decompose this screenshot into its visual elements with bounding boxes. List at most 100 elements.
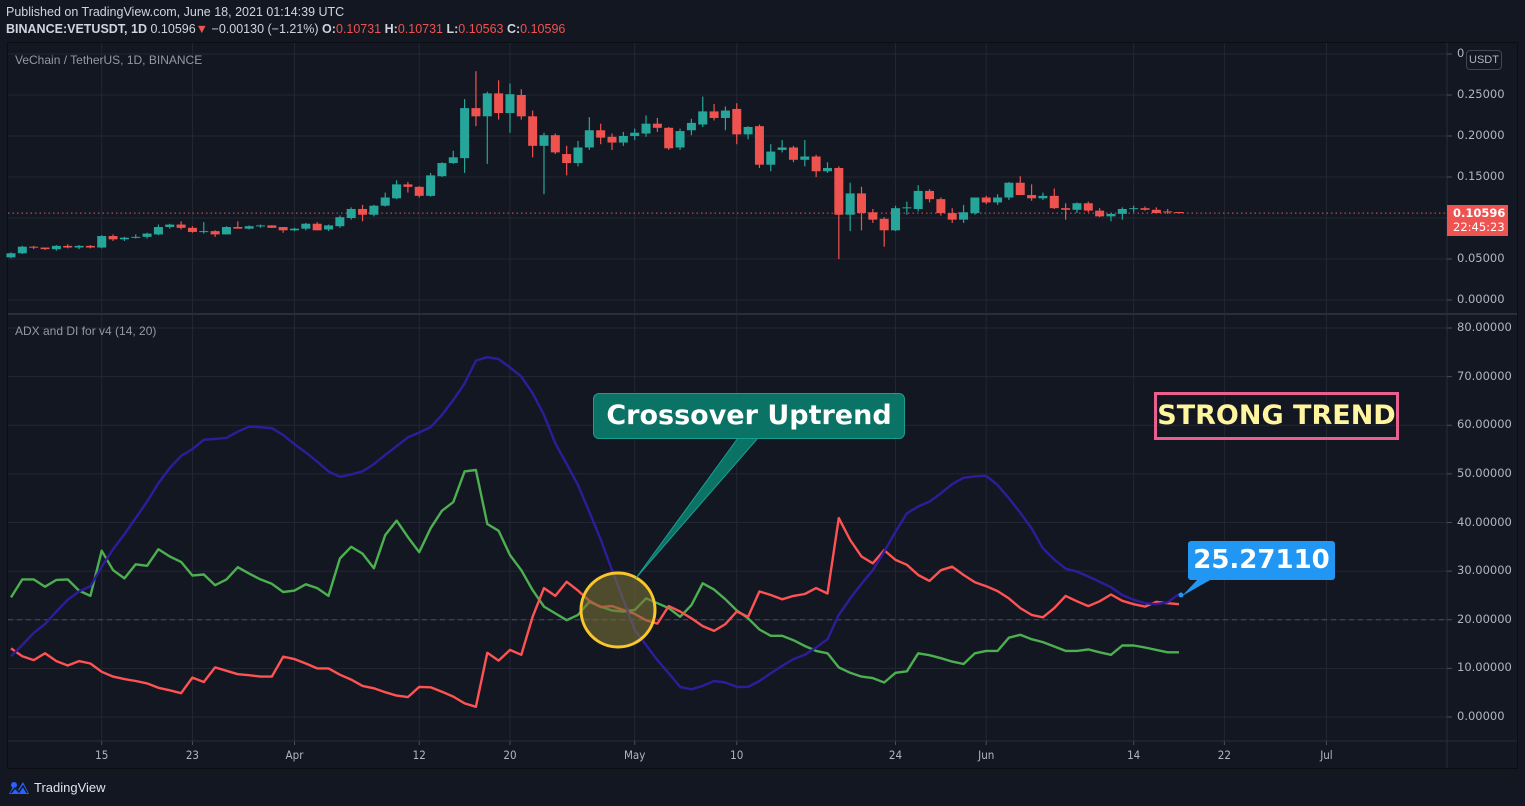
candle-body — [324, 225, 334, 230]
time-axis-label: Jun — [978, 748, 995, 762]
callout-pointer — [635, 437, 760, 579]
candle-body — [811, 156, 821, 172]
candle-body — [221, 227, 231, 235]
candle-body — [1140, 208, 1150, 210]
candle-body — [312, 223, 322, 231]
candle-body — [210, 231, 220, 235]
symbol-info-bar: BINANCE:VETUSDT, 1D 0.10596▼ −0.00130 (−… — [6, 22, 565, 36]
low-label: L: — [446, 22, 459, 36]
candle — [290, 227, 299, 232]
y-axis-label: 50.00000 — [1457, 465, 1512, 480]
bar-countdown: 22:45:23 — [1453, 220, 1505, 234]
candle — [1117, 207, 1127, 220]
candle — [414, 186, 424, 198]
candle — [1015, 176, 1025, 196]
candle — [686, 118, 696, 136]
candle-body — [97, 236, 107, 248]
candle-body — [1072, 203, 1082, 210]
candle-body — [1015, 182, 1025, 196]
candle-body — [607, 136, 617, 143]
y-axis-label: 0.20000 — [1457, 128, 1505, 142]
candle — [312, 222, 322, 231]
candle-body — [1027, 195, 1037, 199]
candle-body — [777, 147, 787, 150]
y-axis-label: 0.15000 — [1457, 169, 1505, 183]
candle-body — [108, 236, 118, 240]
time-axis-label: May — [623, 748, 646, 762]
candle — [199, 222, 209, 234]
time-axis-label: 23 — [185, 748, 200, 762]
candle-body — [788, 147, 798, 160]
candle — [698, 96, 708, 127]
candle-body — [301, 223, 311, 229]
candle-body — [573, 147, 583, 164]
candle — [460, 99, 470, 173]
candle-body — [641, 123, 651, 134]
time-axis-label: 22 — [1217, 748, 1231, 762]
candle — [392, 180, 402, 200]
candle — [255, 224, 265, 228]
candle-body — [1095, 210, 1105, 217]
candle-body — [528, 116, 538, 146]
candle — [902, 201, 912, 215]
candle-body — [913, 190, 923, 209]
candle-body — [165, 224, 175, 228]
candle-body — [233, 227, 243, 229]
candle-body — [153, 227, 163, 235]
candle-body — [380, 197, 390, 206]
current-price: 0.10596 — [150, 22, 196, 36]
candle-body — [664, 127, 674, 149]
candle-body — [290, 228, 299, 231]
candle — [573, 140, 583, 167]
adx-line — [10, 356, 1180, 691]
open-label: O: — [322, 22, 336, 36]
candle-body — [709, 111, 719, 118]
time-axis-label: 20 — [503, 748, 517, 762]
candle-body — [754, 126, 764, 165]
candle — [1140, 206, 1150, 211]
indicator-pane-title[interactable]: ADX and DI for v4 (14, 20) — [15, 324, 157, 338]
candle — [664, 126, 674, 150]
candle — [233, 221, 243, 229]
candle-body — [358, 208, 368, 215]
candle-body — [698, 111, 708, 125]
candle — [131, 234, 141, 239]
candle — [278, 227, 288, 233]
chart-frame — [7, 42, 1518, 769]
grid-lines — [8, 43, 1517, 768]
candle-body — [834, 167, 844, 215]
y-axis-label: 70.00000 — [1457, 368, 1512, 383]
candle-body — [845, 193, 855, 215]
candle-body — [800, 156, 810, 160]
close-label: C: — [506, 22, 521, 36]
candle — [925, 189, 935, 203]
y-axis-label: 0.00000 — [1457, 292, 1505, 306]
candle-body — [244, 226, 254, 229]
tradingview-logo[interactable]: TradingView — [8, 779, 106, 795]
candle — [1163, 208, 1173, 214]
candle — [403, 181, 413, 193]
candle-body — [17, 246, 27, 254]
candle-body — [630, 132, 640, 136]
currency-button[interactable]: USDT — [1466, 50, 1502, 70]
time-axis-label: 24 — [888, 748, 903, 762]
candle — [221, 226, 231, 235]
annotations — [579, 437, 1212, 649]
high-label: H: — [384, 22, 398, 36]
y-axis-label: 60.00000 — [1457, 417, 1512, 432]
candle — [970, 197, 980, 215]
candle-body — [426, 175, 436, 196]
time-axis-label: 14 — [1127, 748, 1141, 762]
candle-body — [119, 237, 129, 240]
candle-body — [85, 245, 95, 248]
candle — [482, 91, 492, 164]
candle-body — [471, 108, 481, 117]
candle-body — [959, 212, 969, 220]
candle — [913, 185, 923, 212]
candle — [1174, 212, 1184, 214]
candle-body — [187, 227, 197, 232]
candle — [267, 225, 277, 228]
candle — [981, 195, 991, 205]
candle — [822, 162, 832, 173]
